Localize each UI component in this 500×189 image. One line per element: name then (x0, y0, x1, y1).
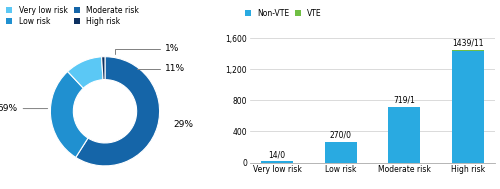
Text: 1439/11: 1439/11 (452, 39, 484, 48)
Text: 11%: 11% (136, 64, 185, 73)
Wedge shape (76, 57, 160, 166)
Wedge shape (102, 57, 105, 80)
Text: 14/0: 14/0 (268, 150, 285, 160)
Bar (325, 142, 356, 163)
Bar (452, 51, 484, 163)
Text: 270/0: 270/0 (330, 131, 351, 140)
Wedge shape (68, 57, 103, 88)
Text: 1%: 1% (115, 44, 180, 54)
Bar (261, 161, 293, 163)
Legend: Non-VTE, VTE: Non-VTE, VTE (242, 6, 325, 21)
Bar (388, 107, 420, 163)
Text: 59%: 59% (0, 104, 48, 113)
Legend: Very low risk, Low risk, Moderate risk, High risk: Very low risk, Low risk, Moderate risk, … (6, 6, 138, 26)
Text: 29%: 29% (174, 120, 193, 129)
Wedge shape (50, 71, 88, 157)
Bar (452, 50, 484, 51)
Text: 719/1: 719/1 (394, 96, 415, 105)
